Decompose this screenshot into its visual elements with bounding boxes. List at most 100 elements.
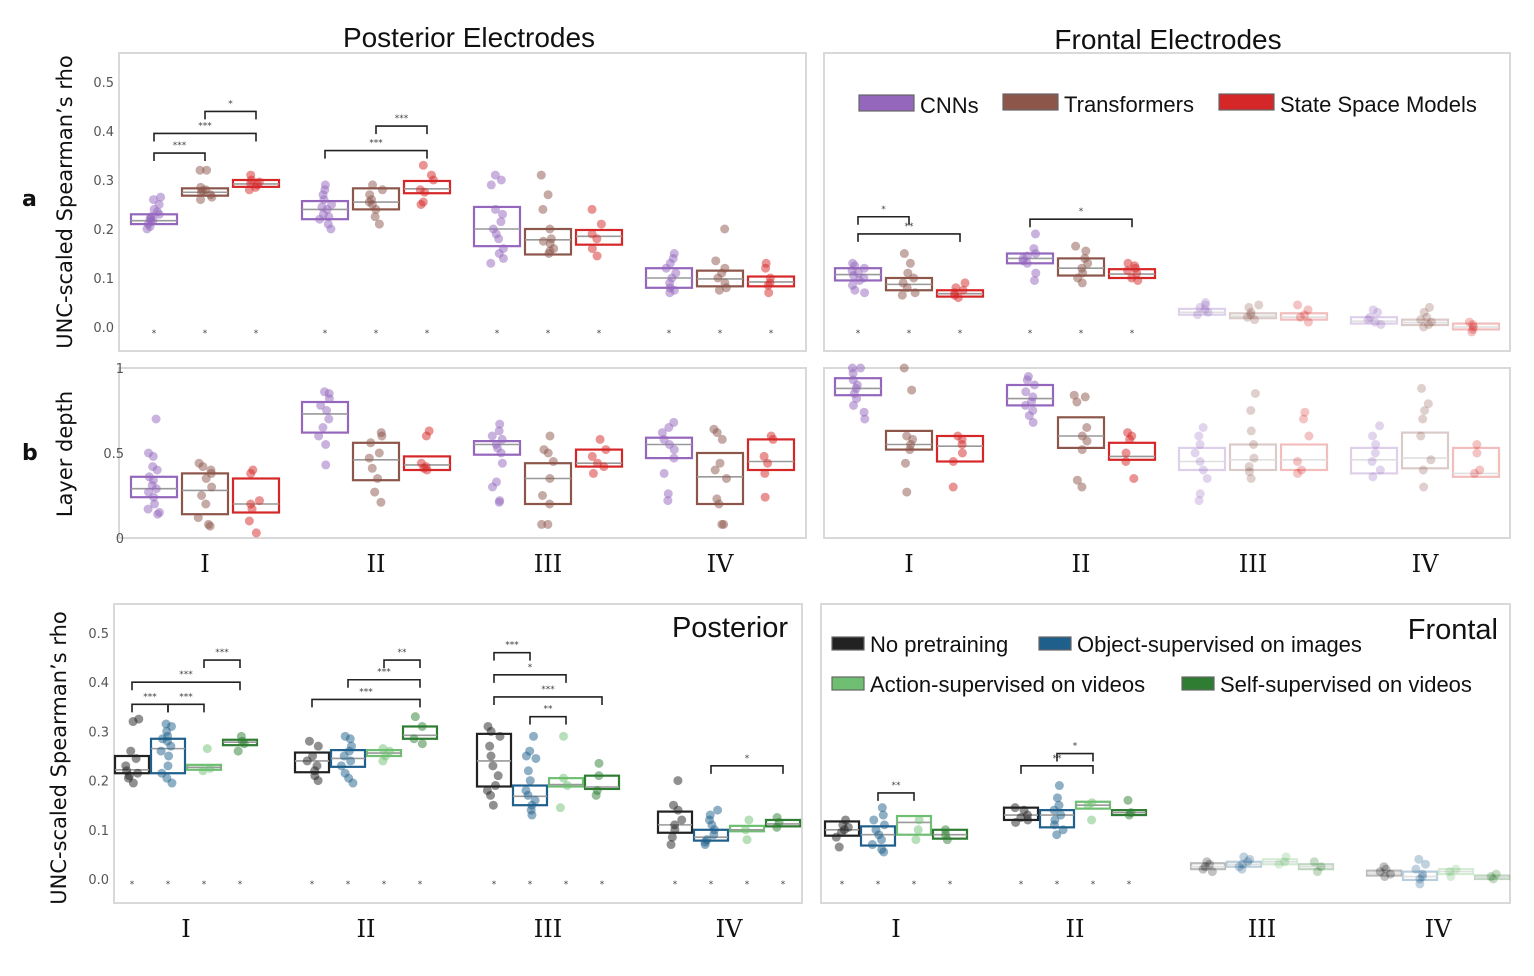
plot-frame — [113, 603, 803, 904]
data-point — [496, 175, 506, 185]
data-point — [156, 192, 166, 202]
data-point — [491, 204, 501, 214]
data-point — [951, 283, 961, 293]
data-point — [368, 180, 378, 190]
legend-label: Transformers — [1064, 92, 1194, 117]
data-point — [1056, 810, 1066, 820]
data-point — [1304, 431, 1314, 441]
data-point — [1029, 380, 1039, 390]
data-point — [593, 458, 603, 468]
data-point — [1368, 305, 1378, 315]
data-point — [1375, 465, 1385, 475]
panel-b-posterior: 00.51I II III IV — [103, 362, 807, 578]
corner-label-frontal: Frontal — [1408, 614, 1498, 646]
bracket-label: *** — [173, 141, 187, 151]
data-point — [772, 813, 782, 822]
data-point — [1052, 830, 1062, 840]
data-point — [1426, 455, 1436, 465]
box-group — [1279, 443, 1329, 472]
box — [1225, 860, 1263, 868]
data-point — [1239, 852, 1249, 862]
data-point — [206, 465, 216, 475]
data-point — [1244, 302, 1254, 312]
box-group — [895, 814, 933, 836]
zero-significance-star: * — [564, 880, 569, 890]
panel-c-frontal: I II III IV* * * * * * * ****** — [820, 603, 1511, 943]
data-point — [759, 451, 769, 461]
data-point — [760, 468, 770, 478]
data-point — [545, 474, 555, 483]
data-point — [148, 462, 158, 472]
data-point — [1451, 864, 1461, 874]
data-point — [879, 820, 889, 830]
legend-swatch — [858, 94, 915, 112]
data-point — [719, 519, 729, 529]
data-point — [668, 800, 678, 810]
data-point — [677, 815, 687, 825]
bracket-line — [153, 152, 206, 162]
data-point — [1472, 440, 1482, 449]
box-group — [1400, 318, 1450, 327]
data-point — [367, 463, 377, 473]
data-point — [957, 448, 967, 458]
data-point — [1418, 465, 1428, 475]
data-point — [1058, 825, 1068, 835]
data-point — [487, 431, 497, 441]
box-group — [1451, 446, 1501, 478]
data-point — [1072, 397, 1082, 407]
data-point — [1245, 854, 1255, 864]
x-tick-label: IV — [1412, 550, 1439, 578]
box — [1177, 446, 1227, 472]
data-point — [1419, 307, 1429, 317]
y-tick-label: 0.3 — [93, 174, 114, 189]
bracket-line — [167, 703, 205, 713]
data-point — [1376, 320, 1386, 330]
data-point — [483, 721, 493, 731]
data-point — [1381, 864, 1391, 874]
data-point — [121, 761, 131, 771]
y-axis-label-a: UNC-scaled Spearman’s rho — [53, 55, 77, 349]
data-point — [907, 385, 917, 395]
significance-bracket: *** — [131, 670, 241, 691]
zero-significance-star: * — [546, 329, 551, 339]
data-point — [498, 209, 508, 219]
data-point — [346, 756, 356, 766]
data-point — [205, 763, 215, 773]
data-point — [1416, 315, 1426, 325]
data-point — [543, 190, 553, 200]
box-group — [1349, 446, 1399, 475]
data-point — [1198, 864, 1208, 874]
data-point — [1200, 862, 1210, 872]
data-point — [960, 278, 970, 288]
data-point — [312, 761, 322, 771]
box — [1400, 318, 1450, 327]
legend-item: Action-supervised on videos — [831, 672, 1145, 697]
data-point — [233, 746, 243, 756]
bracket-line — [131, 703, 169, 713]
data-point — [491, 440, 501, 449]
box-group — [1349, 316, 1399, 325]
data-point — [953, 431, 963, 441]
data-point — [154, 508, 164, 517]
zero-significance-star: * — [876, 880, 881, 890]
zero-significance-star: * — [1127, 880, 1132, 890]
data-point — [418, 160, 428, 170]
data-point — [1052, 793, 1062, 803]
data-point — [765, 273, 775, 283]
bracket-line — [375, 125, 428, 135]
data-point — [849, 400, 859, 410]
zero-significance-star: * — [673, 880, 678, 890]
data-point — [197, 491, 207, 500]
data-point — [196, 195, 206, 205]
data-point — [1054, 781, 1064, 791]
data-point — [720, 278, 730, 288]
zero-significance-star: * — [323, 329, 328, 339]
data-point — [1281, 852, 1291, 862]
data-point — [720, 263, 730, 273]
data-point — [543, 519, 553, 529]
box — [1189, 862, 1227, 871]
data-point — [548, 457, 558, 466]
legend-label: No pretraining — [870, 632, 1008, 657]
data-point — [856, 363, 866, 373]
zero-significance-star: * — [1079, 329, 1084, 339]
